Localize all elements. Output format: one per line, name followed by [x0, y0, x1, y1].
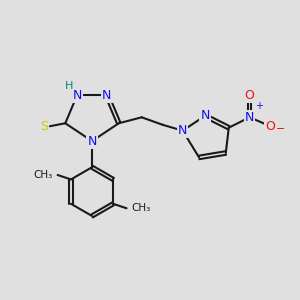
- Text: N: N: [87, 135, 97, 148]
- Text: S: S: [40, 120, 48, 133]
- Text: CH₃: CH₃: [34, 170, 53, 180]
- Text: −: −: [276, 124, 286, 134]
- Text: N: N: [73, 88, 82, 101]
- Text: O: O: [266, 120, 275, 133]
- Text: CH₃: CH₃: [131, 203, 150, 213]
- Text: +: +: [255, 101, 262, 111]
- Text: N: N: [178, 124, 188, 137]
- Text: N: N: [245, 111, 254, 124]
- Text: O: O: [244, 88, 254, 101]
- Text: H: H: [65, 81, 73, 91]
- Text: N: N: [102, 88, 112, 101]
- Text: N: N: [200, 109, 210, 122]
